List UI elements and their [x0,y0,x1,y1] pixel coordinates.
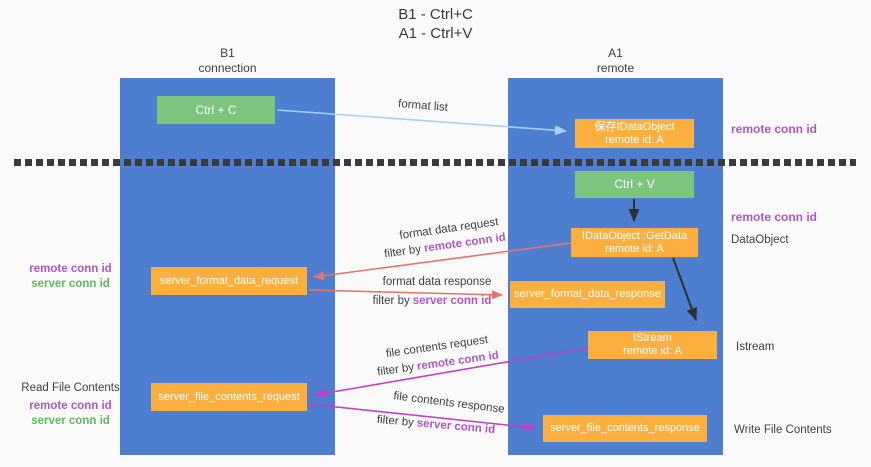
server-format-data-request-label: server_format_data_request [159,274,299,287]
diagram-title: B1 - Ctrl+C A1 - Ctrl+V [0,5,871,43]
filter-by-text: filter by [372,295,410,307]
server-format-data-request-box: server_format_data_request [151,267,307,295]
file-contents-response-label: file contents response [392,390,506,416]
ctrl-c-box: Ctrl + C [157,96,275,124]
ctrl-v-label: Ctrl + V [614,177,655,191]
dataobject-label: DataObject [731,234,789,246]
server-conn-id-left-2: server conn id [31,415,110,427]
remote-conn-id-right-mid: remote conn id [731,210,818,224]
istream-box: IStream remote id: A [588,331,717,359]
ctrl-c-label: Ctrl + C [195,102,237,117]
server-file-contents-request-label: server_file_contents_request [158,390,300,403]
format-data-response-label: format data response [382,276,492,288]
ctrl-v-box: Ctrl + V [575,171,694,198]
save-idataobject-line2: remote id: A [605,133,664,146]
remote-conn-id-left-2: remote conn id [29,400,112,412]
filter-by-text: filter by [383,243,422,261]
idataobject-getdata-box: IDataObject::GetData remote id: A [571,228,698,257]
istream-line1: IStream [633,332,672,344]
istream-line2: remote id: A [623,345,682,357]
remote-conn-id-left-1: remote conn id [29,263,112,275]
format-list-label: format list [397,98,449,114]
getdata-line1: IDataObject::GetData [581,229,688,242]
filter-by-server-conn-id-label-2: filter by server conn id [376,414,495,436]
getdata-line2: remote id: A [605,242,664,255]
filter-by-text: filter by [376,413,415,430]
title-line-2: A1 - Ctrl+V [398,25,473,42]
istream-side-label: Istream [736,341,775,353]
b1-column-header: B1 connection [120,46,335,76]
server-file-contents-request-box: server_file_contents_request [151,383,307,411]
server-conn-id-text: server conn id [412,295,492,307]
read-file-contents-label: Read File Contents [21,382,120,394]
dashed-separator-line [14,159,856,166]
a1-column-role: remote [596,61,635,75]
server-conn-id-left-1: server conn id [31,278,110,290]
server-format-data-response-label: server_format_data_response [514,288,661,300]
title-line-1: B1 - Ctrl+C [398,6,473,23]
server-format-data-response-box: server_format_data_response [510,281,665,308]
write-file-contents-label: Write File Contents [734,424,832,436]
save-idataobject-line1: 保存IDataObject [594,120,675,133]
filter-by-server-conn-id-label-1: filter by server conn id [373,295,492,307]
filter-by-text: filter by [376,361,415,379]
remote-conn-id-right-top: remote conn id [731,122,818,136]
server-file-contents-response-box: server_file_contents_response [543,415,707,442]
a1-column-header: A1 remote [508,46,723,76]
b1-column-role: connection [198,61,257,75]
read-file-contents-block: Read File Contents remote conn id server… [8,381,133,429]
server-conn-id-text: server conn id [416,417,496,437]
b1-column-name: B1 [220,46,235,60]
save-idataobject-box: 保存IDataObject remote id: A [575,119,694,148]
left-conn-id-block: remote conn id server conn id [8,262,133,292]
a1-column-name: A1 [608,46,623,60]
server-file-contents-response-label: server_file_contents_response [550,422,700,434]
